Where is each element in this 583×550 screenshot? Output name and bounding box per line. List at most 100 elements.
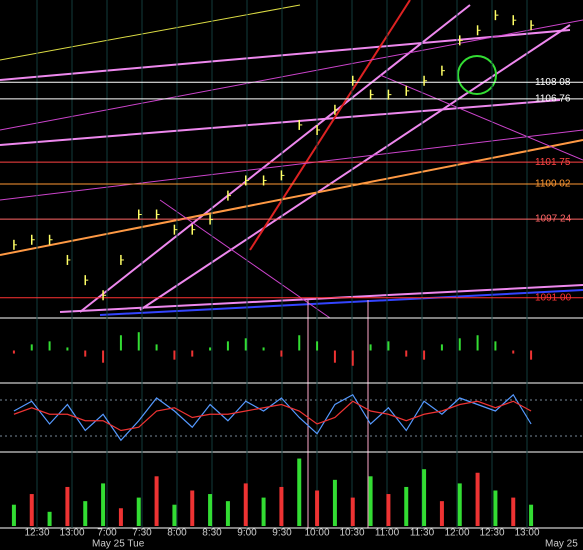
macd-bar	[262, 347, 265, 351]
macd-bar	[440, 344, 443, 351]
macd-bar	[530, 350, 533, 360]
highlight-circle	[457, 55, 497, 95]
macd-bar	[102, 350, 105, 363]
volume-bar	[368, 476, 373, 526]
x-tick-label: 13:00	[514, 528, 539, 539]
volume-bar	[172, 504, 177, 526]
macd-bar	[423, 350, 426, 360]
stoch-line	[13, 393, 532, 442]
panel-separators	[0, 317, 583, 529]
macd-bar	[351, 350, 354, 366]
volume-bar	[101, 483, 106, 526]
volume-bar	[136, 497, 141, 526]
trend-line	[0, 4, 301, 61]
trend-line	[79, 4, 471, 313]
volume-bar	[332, 479, 337, 526]
macd-bar	[173, 350, 176, 360]
x-tick-label: 10:30	[339, 528, 364, 539]
price-label: 1101 75	[535, 157, 571, 168]
macd-bar	[387, 341, 390, 351]
x-tick-label: 12:00	[444, 528, 469, 539]
macd-bar	[512, 350, 515, 354]
price-label: 1091 00	[535, 292, 572, 303]
trend-line	[159, 199, 331, 319]
volume-bar	[11, 504, 16, 526]
volume-bar	[83, 501, 88, 526]
stoch-guides	[0, 399, 583, 437]
volume-bar	[457, 483, 462, 526]
volume-bar	[190, 490, 195, 526]
volume-bar	[493, 490, 498, 526]
volume-bar	[118, 508, 123, 526]
trend-line	[0, 99, 561, 146]
macd-bar	[226, 341, 229, 351]
x-tick-label: 11:30	[410, 528, 435, 539]
macd-bar	[48, 341, 51, 351]
macd-bar	[458, 338, 461, 351]
volume-bar	[261, 497, 266, 526]
volume-bar	[297, 458, 302, 526]
volume-bar	[47, 511, 52, 526]
macd-bar	[280, 350, 283, 357]
macd-bar	[137, 332, 140, 351]
macd-bar	[12, 350, 15, 354]
x-tick-label: 9:00	[237, 528, 257, 539]
macd-bar	[333, 350, 336, 363]
macd-bar	[66, 347, 69, 351]
macd-bar	[119, 335, 122, 351]
volume-bar	[475, 472, 480, 526]
trend-line	[59, 284, 583, 313]
price-label: 1108 08	[535, 77, 571, 88]
x-tick-label: 8:30	[202, 528, 222, 539]
x-tick-label: 10:00	[304, 528, 329, 539]
x-tick-label: 13:00	[59, 528, 84, 539]
macd-bar	[155, 344, 158, 351]
trend-line	[0, 19, 583, 131]
volume-bar	[315, 490, 320, 526]
trend-line	[379, 74, 583, 161]
volume-bar	[279, 486, 284, 526]
price-label: 1097 24	[535, 214, 572, 225]
macd-bar	[298, 335, 301, 351]
volume-bar	[350, 497, 355, 526]
volume-bar	[529, 504, 534, 526]
volume-bar	[511, 497, 516, 526]
macd-bar	[30, 344, 33, 351]
volume-bar	[225, 501, 230, 526]
x-tick-label: 7:30	[132, 528, 152, 539]
x-tick-label: 12:30	[24, 528, 49, 539]
x-tick-label: 11:00	[375, 528, 400, 539]
volume-bar	[208, 494, 213, 526]
macd-bar	[84, 350, 87, 357]
trend-line	[99, 289, 583, 316]
volume-bar	[65, 486, 70, 526]
macd-bar	[369, 344, 372, 351]
price-label: 1106 76	[535, 94, 571, 105]
trend-line	[249, 0, 411, 251]
trend-line	[0, 129, 583, 201]
volume-bar	[29, 494, 34, 526]
date-label: May 25	[545, 539, 578, 550]
macd-bar	[316, 341, 319, 351]
date-label: May 25 Tue	[92, 539, 145, 550]
x-tick-label: 8:00	[167, 528, 187, 539]
trend-lines	[0, 0, 583, 319]
volume-bar	[154, 476, 159, 526]
volume-bar	[386, 494, 391, 526]
macd-bar	[209, 347, 212, 351]
volume-bar	[243, 483, 248, 526]
x-tick-label: 12:30	[479, 528, 504, 539]
x-tick-label: 7:00	[97, 528, 117, 539]
macd-bar	[244, 338, 247, 351]
volume-bar	[404, 486, 409, 526]
macd-bar	[405, 350, 408, 357]
volume-bar	[439, 501, 444, 526]
volume-bar	[422, 469, 427, 526]
stoch-line	[13, 400, 532, 432]
macd-bar	[494, 341, 497, 351]
price-label: 1100 02	[535, 179, 571, 190]
trend-line	[0, 139, 583, 256]
macd-bar	[191, 350, 194, 357]
